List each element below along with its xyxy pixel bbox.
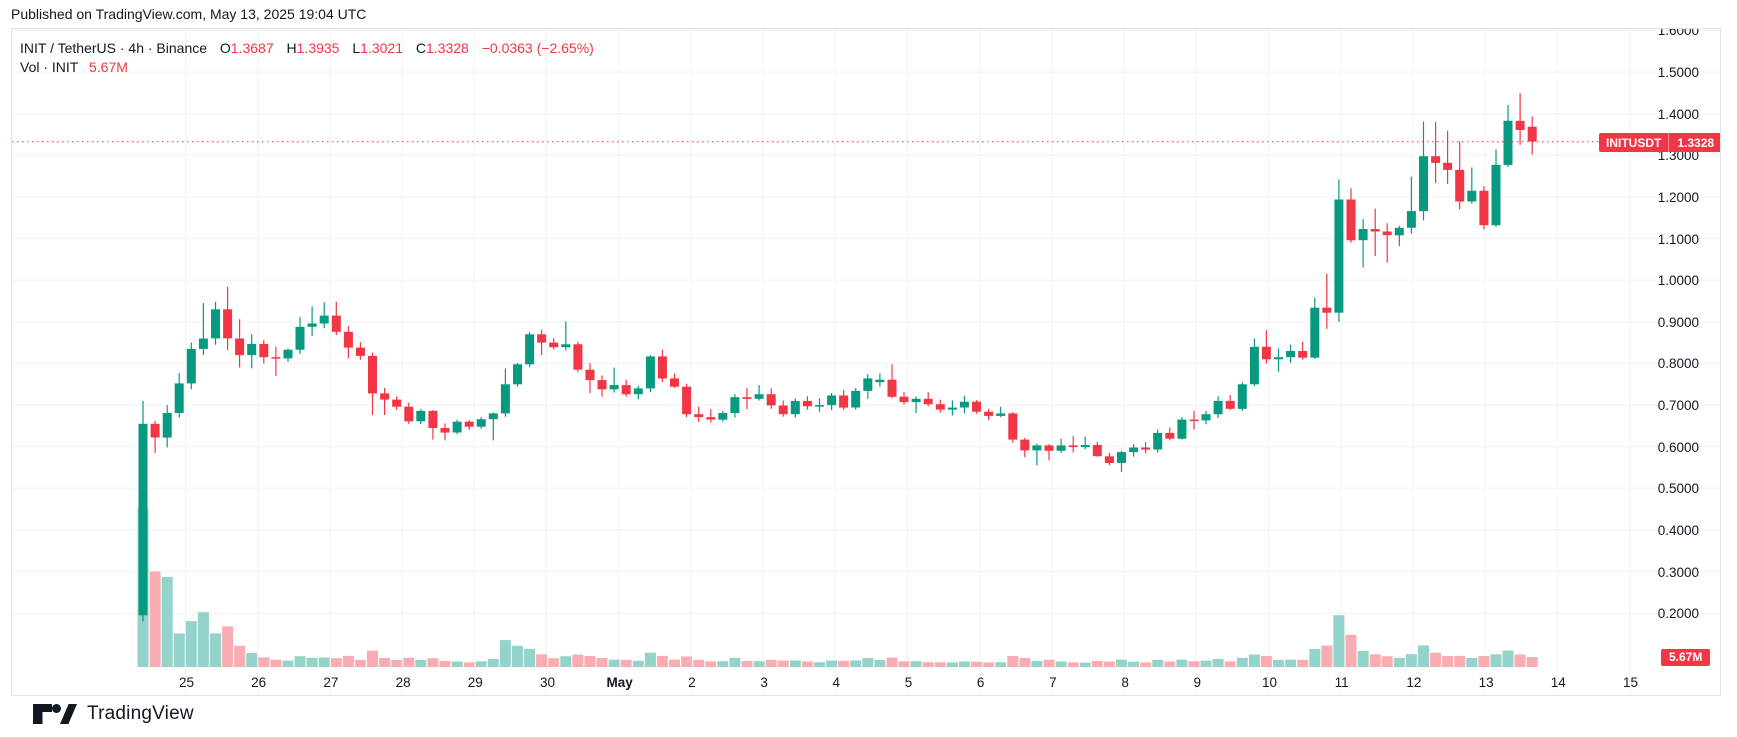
price-axis-label: 1.0000	[1657, 273, 1699, 289]
price-axis-label: 0.8000	[1657, 356, 1699, 372]
time-axis-label: 9	[1193, 675, 1202, 690]
price-axis-label: 1.3000	[1657, 148, 1699, 164]
last-price-badge: INITUSDT 1.3328	[1599, 133, 1720, 153]
price-axis-label: 1.5000	[1657, 65, 1699, 81]
legend-open-label: O	[219, 40, 231, 56]
time-axis-label: 6	[976, 675, 985, 690]
time-axis-label: 30	[539, 675, 556, 690]
time-axis-label: 13	[1478, 675, 1494, 690]
legend-symbol-row: INIT / TetherUS · 4h · Binance O1.3687 H…	[20, 39, 594, 58]
legend-high-label: H	[286, 40, 297, 56]
price-axis-label: 1.1000	[1657, 231, 1699, 247]
price-axis-label: 0.9000	[1657, 314, 1699, 330]
price-axis-label: 1.4000	[1657, 106, 1699, 122]
legend-open-value: 1.3687	[230, 40, 274, 56]
price-axis-label: 0.6000	[1657, 439, 1699, 455]
time-axis-label: 28	[395, 675, 411, 690]
time-axis-label: 11	[1334, 675, 1349, 690]
chart-legend: INIT / TetherUS · 4h · Binance O1.3687 H…	[20, 39, 594, 77]
price-axis-label: 1.2000	[1657, 189, 1699, 205]
candlestick-chart-canvas[interactable]	[11, 28, 1721, 696]
last-volume-badge: 5.67M	[1661, 649, 1711, 667]
time-axis-label: 8	[1121, 675, 1129, 690]
time-axis-label: 10	[1261, 675, 1278, 690]
legend-low-label: L	[352, 40, 361, 56]
time-axis-label: 4	[832, 675, 841, 690]
time-axis-label: 26	[251, 675, 267, 690]
price-axis-label: 0.7000	[1657, 398, 1699, 414]
legend-volume-title: Vol · INIT	[20, 59, 79, 75]
tradingview-logo-icon	[33, 704, 77, 724]
legend-high-value: 1.3935	[296, 40, 340, 56]
price-axis-label: 0.3000	[1657, 564, 1699, 580]
legend-close-value: 1.3328	[426, 40, 469, 56]
legend-close-label: C	[415, 40, 426, 56]
time-axis-label: 15	[1622, 675, 1639, 690]
legend-change-value: −0.0363 (−2.65%)	[481, 40, 594, 56]
tradingview-logo-text: TradingView	[87, 703, 194, 724]
time-axis-label: 12	[1406, 675, 1422, 690]
legend-symbol-title: INIT / TetherUS · 4h · Binance	[20, 40, 208, 56]
last-price-badge-value: 1.3328	[1677, 135, 1715, 150]
legend-volume-value: 5.67M	[88, 59, 128, 75]
last-price-badge-symbol: INITUSDT	[1606, 135, 1662, 150]
price-axis-label: 0.4000	[1657, 522, 1699, 538]
price-axis-label: 0.2000	[1657, 606, 1699, 622]
price-axis-label: 0.5000	[1657, 481, 1699, 497]
time-axis-label: 14	[1550, 675, 1566, 690]
tradingview-logo[interactable]: TradingView	[33, 703, 194, 725]
price-axis-label: 1.6000	[1657, 28, 1699, 39]
time-axis-label: 2	[688, 675, 696, 690]
time-axis-label: 3	[760, 675, 768, 690]
time-axis-label: May	[606, 675, 633, 690]
published-header: Published on TradingView.com, May 13, 20…	[11, 6, 367, 22]
time-axis-label: 27	[323, 675, 339, 690]
chart-frame: INIT / TetherUS · 4h · Binance O1.3687 H…	[11, 28, 1721, 696]
time-axis-label: 25	[178, 675, 195, 690]
time-axis-label: 29	[467, 675, 483, 690]
legend-volume-row: Vol · INIT 5.67M	[20, 58, 594, 77]
time-axis-label: 5	[904, 675, 913, 690]
last-price-badge-divider	[1668, 133, 1670, 153]
legend-low-value: 1.3021	[360, 40, 403, 56]
time-axis-label: 7	[1049, 675, 1057, 690]
